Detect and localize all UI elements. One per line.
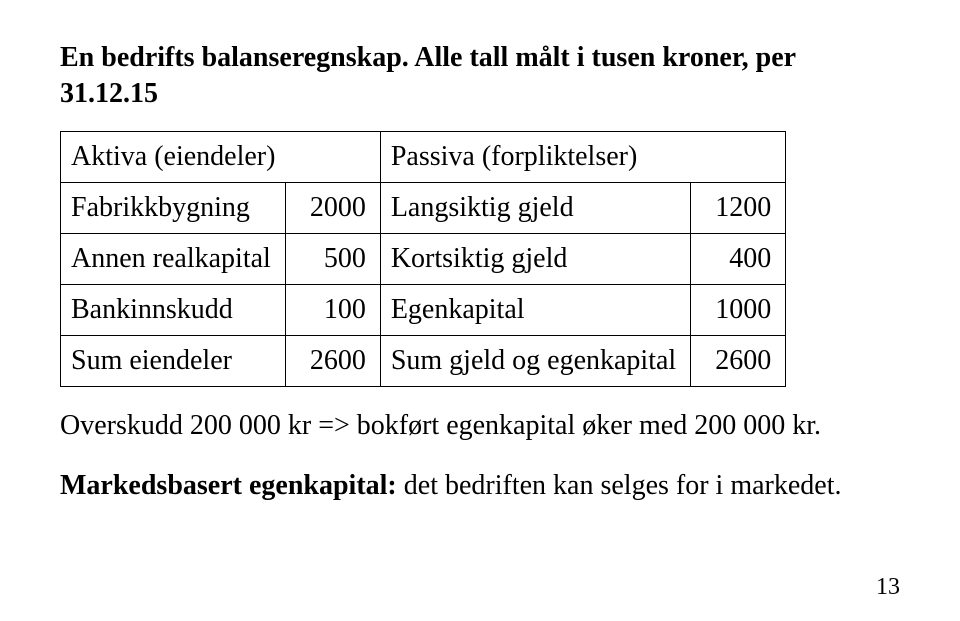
cell-label: Fabrikkbygning — [61, 182, 286, 233]
cell-label: Sum eiendeler — [61, 335, 286, 386]
cell-label: Annen realkapital — [61, 233, 286, 284]
table-row: Bankinnskudd 100 Egenkapital 1000 — [61, 284, 786, 335]
cell-value: 2600 — [691, 335, 786, 386]
cell-value: 2600 — [285, 335, 380, 386]
markedsbasert-rest: det bedriften kan selges for i markedet. — [397, 470, 842, 501]
cell-aktiva-header: Aktiva (eiendeler) — [61, 131, 381, 182]
cell-value: 2000 — [285, 182, 380, 233]
cell-passiva-header: Passiva (forpliktelser) — [380, 131, 785, 182]
cell-label: Kortsiktig gjeld — [380, 233, 690, 284]
cell-value: 100 — [285, 284, 380, 335]
table-row: Fabrikkbygning 2000 Langsiktig gjeld 120… — [61, 182, 786, 233]
markedsbasert-line: Markedsbasert egenkapital: det bedriften… — [60, 465, 900, 507]
page-number: 13 — [876, 574, 900, 601]
cell-value: 1200 — [691, 182, 786, 233]
overskudd-line: Overskudd 200 000 kr => bokført egenkapi… — [60, 405, 900, 447]
cell-label: Egenkapital — [380, 284, 690, 335]
cell-label: Bankinnskudd — [61, 284, 286, 335]
table-row: Annen realkapital 500 Kortsiktig gjeld 4… — [61, 233, 786, 284]
cell-label: Langsiktig gjeld — [380, 182, 690, 233]
markedsbasert-bold: Markedsbasert egenkapital: — [60, 470, 397, 501]
cell-value: 400 — [691, 233, 786, 284]
table-row: Aktiva (eiendeler) Passiva (forpliktelse… — [61, 131, 786, 182]
cell-value: 1000 — [691, 284, 786, 335]
cell-value: 500 — [285, 233, 380, 284]
balance-table: Aktiva (eiendeler) Passiva (forpliktelse… — [60, 131, 786, 387]
page-heading: En bedrifts balanseregnskap. Alle tall m… — [60, 40, 900, 113]
cell-label: Sum gjeld og egenkapital — [380, 335, 690, 386]
table-row: Sum eiendeler 2600 Sum gjeld og egenkapi… — [61, 335, 786, 386]
